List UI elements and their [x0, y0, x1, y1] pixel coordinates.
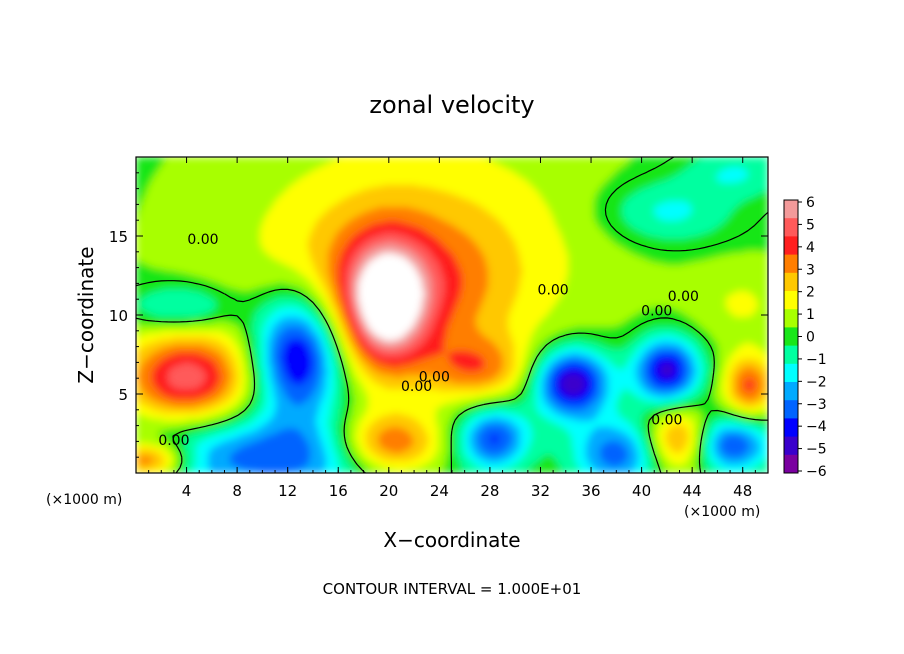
colorbar-swatch — [784, 200, 798, 219]
colorbar-tick-label: 4 — [806, 240, 815, 256]
y-axis-label: Z−coordinate — [74, 246, 98, 383]
contour-label: 0.00 — [419, 370, 450, 386]
colorbar-swatch — [784, 272, 798, 292]
colorbar-tick-label: −5 — [806, 442, 827, 458]
x-unit-right: (×1000 m) — [684, 504, 760, 520]
x-tick-label: 16 — [329, 482, 348, 500]
x-tick-label: 28 — [480, 482, 499, 500]
x-axis-label: X−coordinate — [383, 528, 520, 552]
heatmap-field — [136, 157, 768, 473]
colorbar-tick-label: 2 — [806, 285, 815, 301]
colorbar-tick-label: −3 — [806, 397, 827, 413]
colorbar-swatch — [784, 254, 798, 274]
contour-labels: 0.000.000.000.000.000.000.000.00 — [158, 232, 699, 449]
colorbar-swatch — [784, 382, 798, 401]
x-tick-label: 36 — [581, 482, 600, 500]
zero-contour-line — [136, 157, 768, 473]
y-tick-label: 10 — [109, 307, 128, 325]
colorbar-swatch — [784, 400, 798, 419]
y-axis-ticks: 5 10 15 — [109, 172, 768, 458]
contour-interval-note: CONTOUR INTERVAL = 1.000E+01 — [323, 580, 582, 598]
contour-label: 0.00 — [158, 433, 189, 449]
x-tick-label: 48 — [733, 482, 752, 500]
x-axis-ticks: 4 8 12 16 20 24 28 32 36 40 44 48 — [148, 157, 756, 500]
x-unit-left: (×1000 m) — [46, 492, 122, 508]
colorbar-swatch — [784, 309, 798, 328]
contour-lines — [136, 157, 768, 473]
colorbar-swatch — [784, 218, 798, 237]
y-tick-label: 5 — [118, 386, 128, 404]
contour-label: 0.00 — [538, 283, 569, 299]
x-tick-label: 12 — [278, 482, 297, 500]
x-tick-label: 44 — [683, 482, 702, 500]
colorbar-tick-label: −4 — [806, 419, 827, 435]
colorbar: 6 5 4 3 2 1 0 −1 −2 −3 −4 −5 −6 — [783, 195, 827, 480]
colorbar-swatch — [784, 327, 798, 347]
colorbar-tick-label: 0 — [806, 330, 815, 346]
x-tick-label: 40 — [632, 482, 651, 500]
contour-label: 0.00 — [401, 379, 432, 395]
colorbar-tick-label: 6 — [806, 195, 815, 211]
colorbar-swatch — [784, 345, 798, 365]
colorbar-swatch — [784, 236, 798, 256]
x-tick-label: 8 — [232, 482, 242, 500]
colorbar-tick-label: 1 — [806, 307, 815, 323]
contour-label: 0.00 — [668, 289, 699, 305]
colorbar-tick-label: 3 — [806, 262, 815, 278]
x-tick-label: 20 — [379, 482, 398, 500]
colorbar-swatch — [784, 454, 798, 474]
colorbar-swatch — [784, 363, 798, 383]
x-tick-label: 4 — [182, 482, 192, 500]
colorbar-tick-label: −1 — [806, 352, 827, 368]
x-tick-label: 32 — [531, 482, 550, 500]
contour-label: 0.00 — [651, 412, 682, 428]
x-tick-label: 24 — [430, 482, 449, 500]
colorbar-swatch — [784, 418, 798, 438]
colorbar-swatch — [784, 291, 798, 310]
chart-title: zonal velocity — [369, 91, 534, 119]
contour-label: 0.00 — [187, 232, 218, 248]
colorbar-tick-label: −2 — [806, 374, 827, 390]
colorbar-swatch — [784, 436, 798, 456]
colorbar-tick-label: 5 — [806, 217, 815, 233]
colorbar-tick-label: −6 — [806, 464, 827, 480]
y-tick-label: 15 — [109, 228, 128, 246]
contour-label: 0.00 — [641, 303, 672, 319]
